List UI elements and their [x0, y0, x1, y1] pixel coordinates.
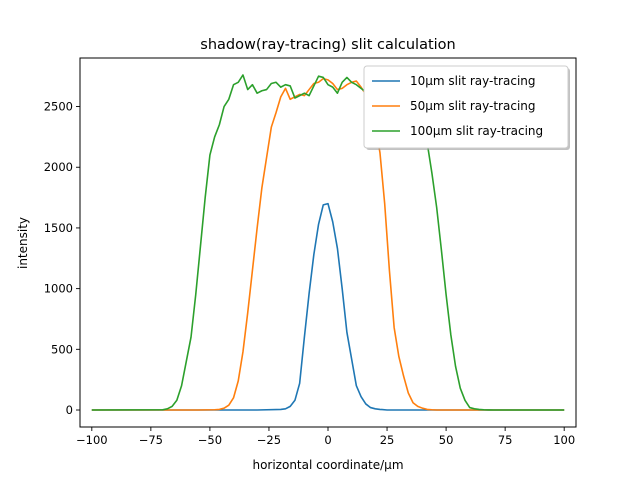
- y-tick-label: 1500: [44, 221, 73, 235]
- y-tick-label: 500: [51, 342, 73, 356]
- x-tick-label: 75: [498, 433, 513, 447]
- x-tick-label: 25: [380, 433, 395, 447]
- legend-entry-1: 50μm slit ray-tracing: [410, 99, 536, 113]
- y-tick-label: 2000: [44, 160, 73, 174]
- x-tick-label: 100: [553, 433, 575, 447]
- y-tick-label: 0: [66, 403, 73, 417]
- x-tick-label: −75: [139, 433, 163, 447]
- legend-entry-2: 100μm slit ray-tracing: [410, 124, 543, 138]
- legend: 10μm slit ray-tracing 50μm slit ray-traci…: [364, 66, 570, 150]
- legend-entry-0: 10μm slit ray-tracing: [410, 74, 536, 88]
- x-axis-label: horizontal coordinate/μm: [252, 458, 403, 472]
- x-tick-label: −50: [198, 433, 222, 447]
- y-tick-label: 2500: [44, 100, 73, 114]
- x-tick-label: −100: [76, 433, 108, 447]
- y-tick-label: 1000: [44, 282, 73, 296]
- y-axis-label: intensity: [16, 217, 30, 269]
- x-tick-label: −25: [257, 433, 281, 447]
- chart-title: shadow(ray-tracing) slit calculation: [200, 37, 455, 53]
- x-tick-label: 0: [324, 433, 331, 447]
- x-tick-label: 50: [439, 433, 454, 447]
